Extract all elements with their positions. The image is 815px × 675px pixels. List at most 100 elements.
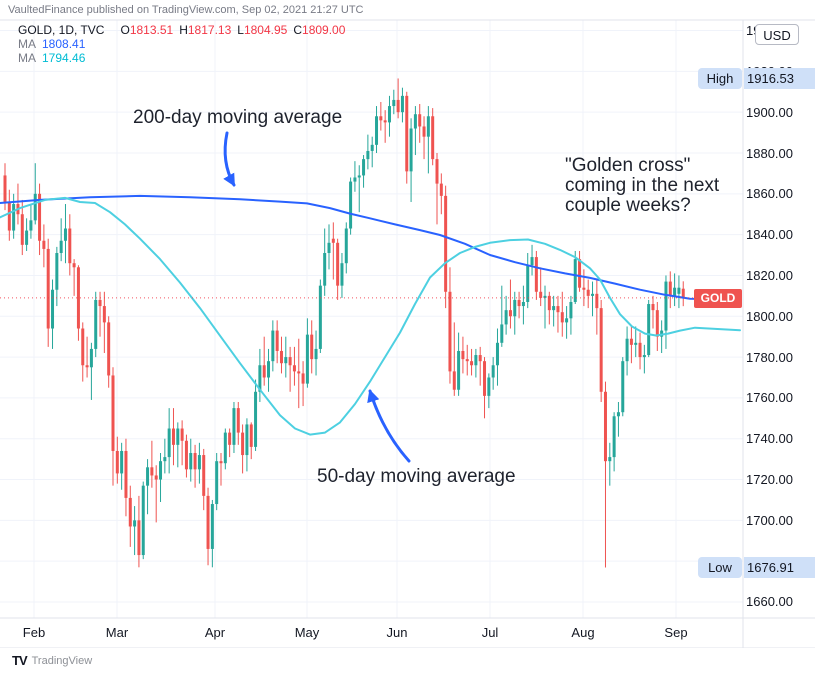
candlestick [107,322,111,376]
candlestick [491,365,495,378]
symbol-title[interactable]: GOLD, 1D, TVC [18,23,105,37]
candlestick [310,334,314,360]
candlestick [3,175,7,202]
candlestick [405,95,409,172]
candlestick [638,342,642,358]
candlestick [219,461,223,464]
candlestick [483,361,487,396]
month-label: Sep [664,625,688,640]
candlestick [25,230,29,245]
legend-symbol-row[interactable]: GOLD, 1D, TVC O1813.51 H1817.13 L1804.95 C18… [18,23,345,37]
month-label: Apr [204,625,226,640]
month-label: Jul [481,625,499,640]
price-tick-label: 1720.00 [746,472,793,488]
candlestick [197,455,201,470]
high-marker-label: High [698,68,742,89]
candlestick [495,342,499,366]
tradingview-logo[interactable]: TV TradingView [12,653,92,668]
annotation-golden-cross[interactable]: "Golden cross" coming in the next couple… [565,155,720,216]
price-tick-label: 1660.00 [746,594,793,610]
candlestick [7,201,11,231]
price-tick-label: 1900.00 [746,104,793,120]
candlestick [163,457,167,462]
candlestick [591,293,595,296]
candlestick [487,377,491,396]
candlestick [59,240,63,254]
candlestick [578,259,582,288]
candlestick [534,257,538,292]
legend-ma200-row[interactable]: MA 1808.41 [18,37,86,51]
price-tick-label: 1800.00 [746,308,793,324]
candlestick [115,450,119,474]
candlestick [556,306,560,313]
legend-ma50-row[interactable]: MA 1794.46 [18,51,86,65]
candlestick [33,193,37,221]
ohlc-values: O1813.51 H1817.13 L1804.95 C1809.00 [120,23,346,37]
candlestick [539,291,543,298]
candlestick [176,428,180,445]
annotation-arrow-200ma[interactable] [223,131,236,187]
candlestick [608,457,612,462]
candlestick [379,116,383,121]
candlestick [612,416,616,458]
candlestick [439,183,443,196]
candlestick [375,116,379,145]
candlestick [513,299,517,317]
candlestick [595,293,599,309]
candlestick [46,248,50,329]
candlestick [336,242,340,286]
candlestick [89,348,93,368]
candlestick [344,228,348,264]
candlestick [245,424,249,456]
candlestick [422,126,426,137]
candlestick [387,106,391,123]
ma50-value: 1794.46 [42,51,86,65]
candlestick [241,432,245,456]
candlestick [81,328,85,366]
candlestick [202,455,206,496]
month-label: Feb [22,625,46,640]
candlestick [279,350,283,364]
candlestick [517,299,521,307]
candlestick [171,428,175,445]
price-tick-label: 1780.00 [746,349,793,365]
month-label: Mar [105,625,129,640]
tradingview-logo-text: TradingView [31,654,93,667]
moving-average-lines [0,194,741,436]
candlestick [573,259,577,302]
candlestick [349,181,353,229]
annotation-200ma-label[interactable]: 200-day moving average [133,107,343,128]
candlestick [85,365,89,368]
candlestick [210,504,214,549]
chart-canvas[interactable] [0,0,815,648]
candlestick [258,365,262,392]
candlestick [435,159,439,184]
candlestick [569,301,573,319]
candlestick [530,257,534,266]
candlestick [262,365,266,378]
currency-button[interactable]: USD [755,24,799,45]
month-label: Jun [386,625,408,640]
annotation-50ma-label[interactable]: 50-day moving average [317,466,516,487]
candlestick [366,150,370,160]
candlestick [565,318,569,323]
candlestick [673,287,677,296]
candlestick [128,497,132,527]
candlestick [297,371,301,374]
chart-grid [0,20,743,618]
candlestick [353,177,357,182]
candlestick [625,338,629,362]
candlestick [193,453,197,470]
candlestick [448,291,452,372]
candlestick [465,359,469,362]
annotation-arrow-50ma[interactable] [367,389,411,463]
candlestick [120,450,124,474]
candlestick [664,281,668,331]
candlestick [461,350,465,360]
candlestick [301,373,305,384]
candlestick [180,428,184,441]
candlestick [642,355,646,358]
candlestick [137,520,141,556]
candlestick [267,361,271,378]
